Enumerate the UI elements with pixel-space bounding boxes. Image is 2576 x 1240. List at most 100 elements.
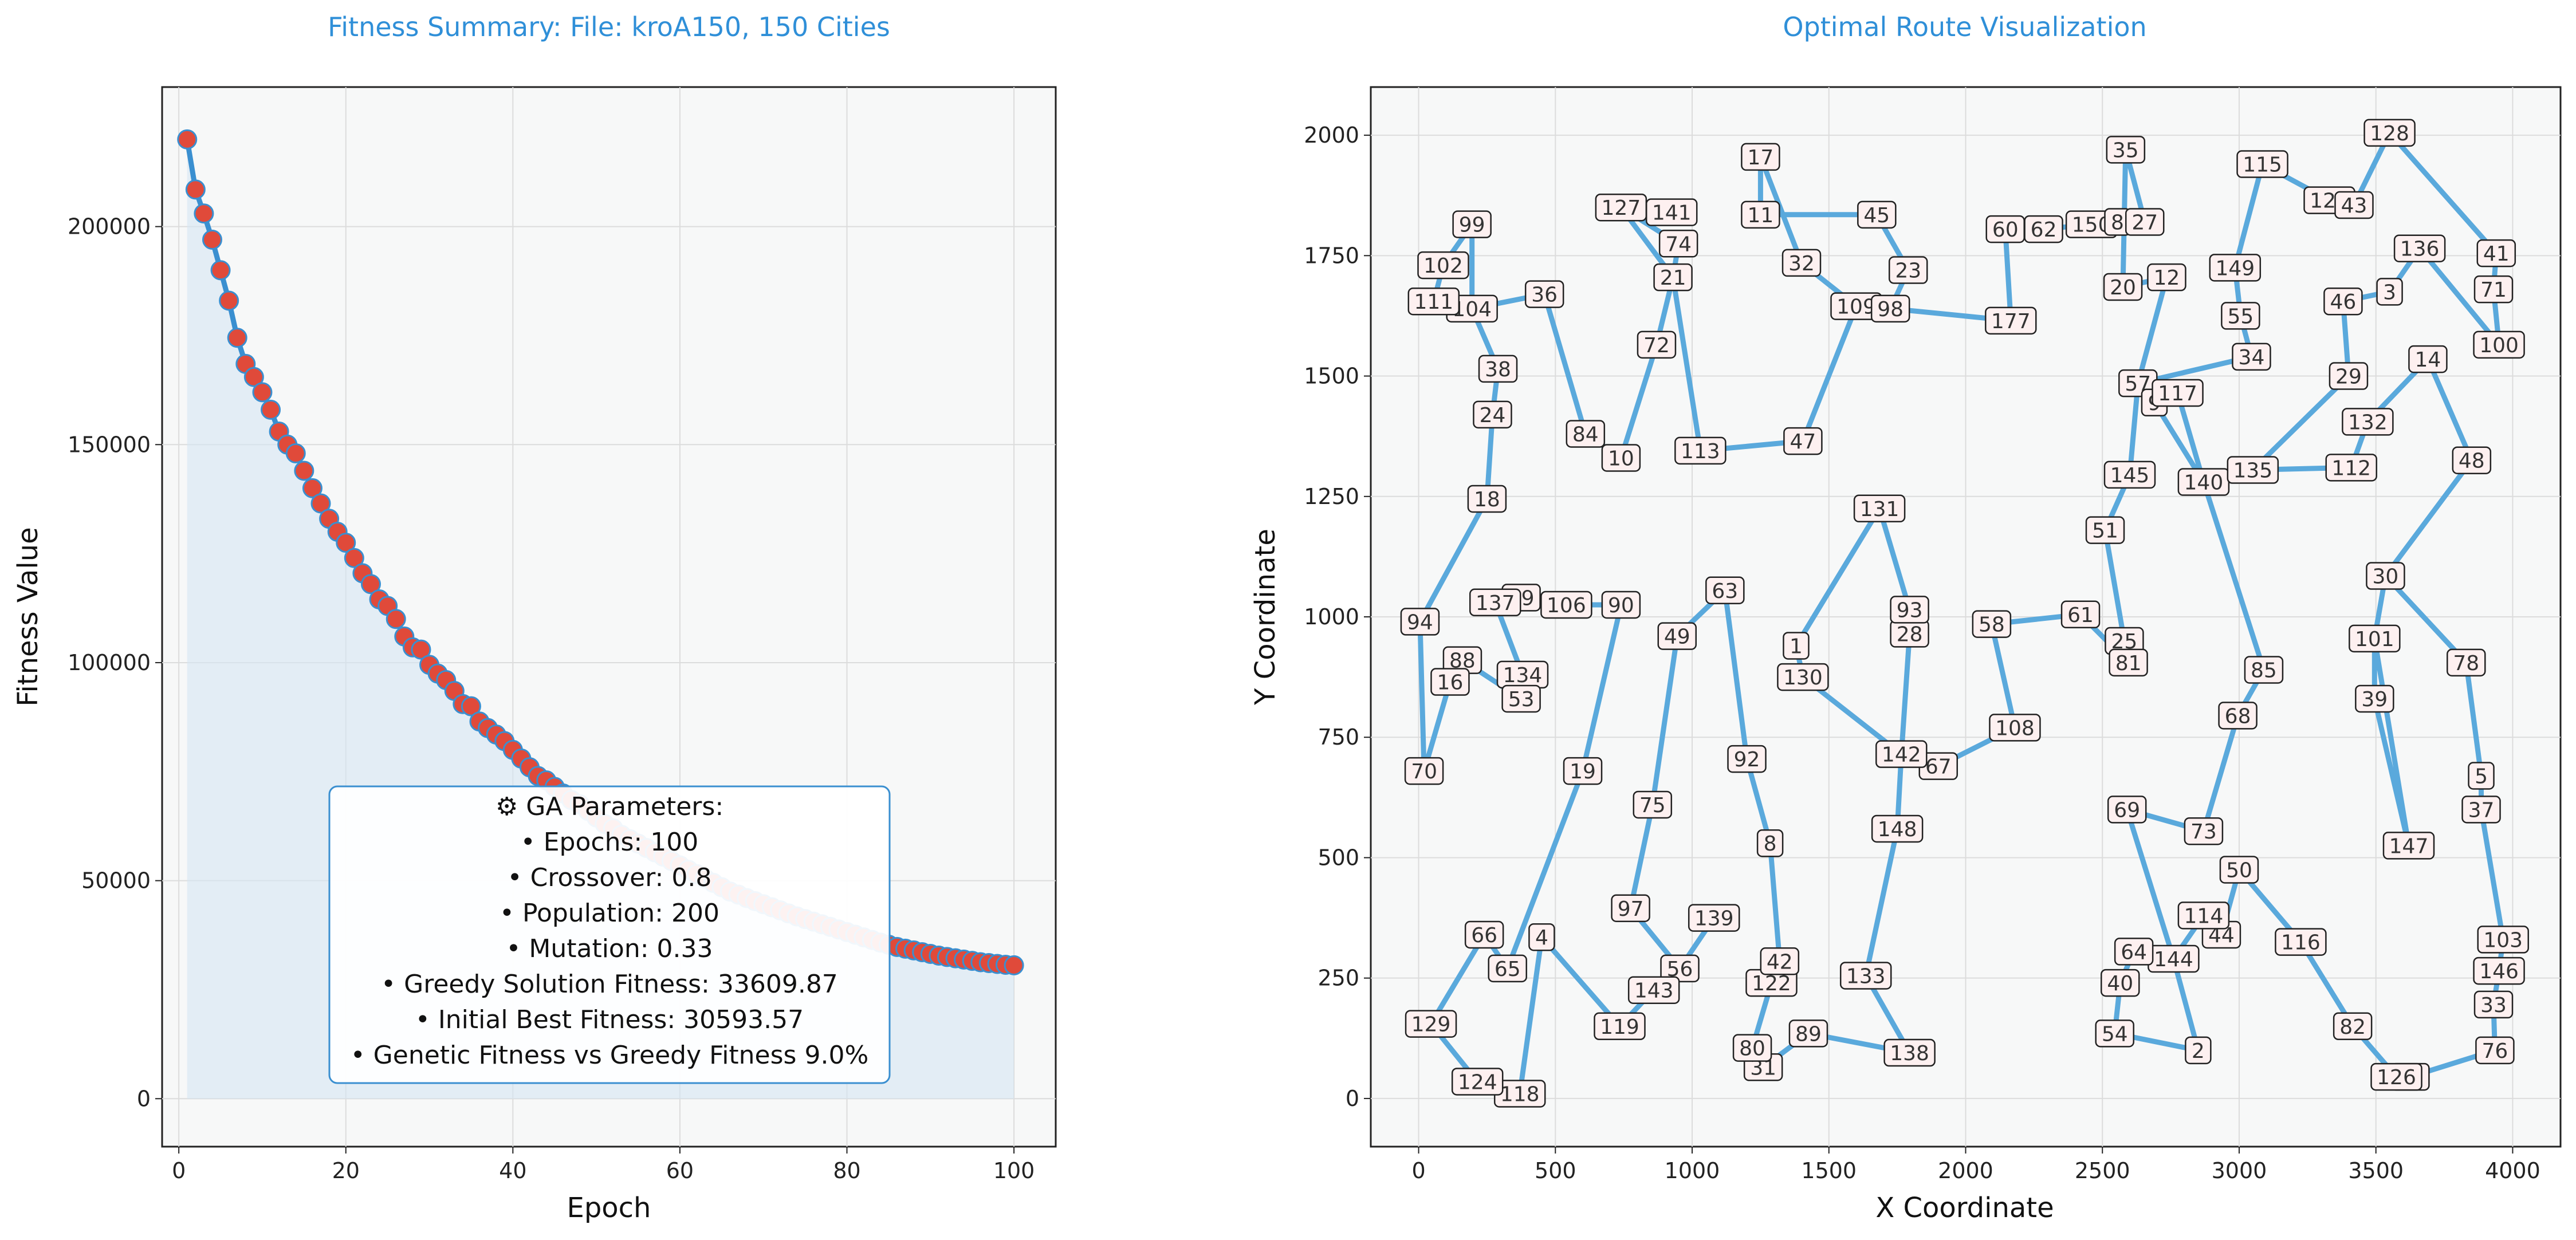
y-tick-label: 200000	[68, 214, 151, 239]
city-node-box	[1566, 420, 1606, 448]
data-point	[285, 443, 306, 464]
city-node-box	[1741, 143, 1780, 171]
city-node-box	[2103, 460, 2156, 489]
city-label: 106	[1547, 594, 1586, 617]
city-node: 144	[2148, 944, 2200, 973]
city-label: 61	[2067, 604, 2094, 627]
x-tick-label: 4000	[2485, 1158, 2540, 1183]
city-node-box	[2184, 817, 2224, 845]
city-label: 122	[1752, 972, 1791, 995]
city-label: 99	[1459, 214, 1485, 237]
city-label: 32	[1788, 252, 1815, 275]
city-label: 131	[1860, 498, 1899, 521]
city-node-box	[2349, 624, 2401, 653]
city-node-box	[1658, 230, 1698, 258]
params-line: • Initial Best Fitness: 30593.57	[415, 1005, 804, 1034]
params-line: ⚙ GA Parameters:	[495, 792, 723, 821]
y-tick-label: 250	[1318, 966, 1359, 991]
x-tick-label: 60	[666, 1158, 694, 1183]
city-node-box	[2342, 408, 2394, 436]
city-node: 124	[1451, 1068, 1504, 1096]
city-label: 116	[2281, 931, 2321, 955]
city-node: 109	[1830, 292, 1882, 320]
city-label: 43	[2341, 194, 2367, 218]
city-node: 111	[1407, 287, 1460, 316]
y-tick-label: 750	[1318, 725, 1359, 750]
city-label: 47	[1790, 430, 1816, 454]
city-node-box	[1688, 904, 1740, 932]
city-node-box	[1781, 249, 1822, 277]
city-label: 45	[1863, 204, 1890, 227]
city-node: 140	[2177, 468, 2230, 496]
city-node: 1	[1783, 632, 1810, 660]
city-node-box	[1488, 954, 1527, 983]
params-box: ⚙ GA Parameters: • Epochs: 100 • Crossov…	[328, 785, 891, 1084]
city-label: 68	[2225, 704, 2251, 728]
city-node: 46	[2323, 287, 2363, 316]
city-node-box	[2185, 1036, 2212, 1065]
city-label: 75	[1639, 794, 1666, 817]
city-label: 97	[1618, 897, 1644, 921]
city-node: 113	[1674, 436, 1726, 465]
city-node: 21	[1653, 263, 1693, 292]
x-tick-label: 1000	[1665, 1158, 1720, 1183]
city-node-box	[2114, 938, 2154, 966]
city-node: 14	[2408, 345, 2448, 373]
y-tick-label: 100000	[68, 650, 151, 675]
params-line: • Mutation: 0.33	[506, 934, 713, 963]
city-node-box	[2209, 254, 2262, 282]
city-node: 40	[2101, 969, 2140, 997]
city-label: 42	[1767, 950, 1793, 974]
fitness-chart: 0 20 40 60 80 100 0 50000 100000 150000 200000 Fit…	[12, 11, 1057, 1224]
city-node-box	[2323, 287, 2363, 316]
city-node: 82	[2333, 1012, 2373, 1041]
data-point	[411, 639, 431, 660]
city-node: 55	[2221, 302, 2260, 330]
city-node: 17	[1741, 143, 1780, 171]
city-node-box	[2363, 119, 2416, 147]
city-label: 81	[2115, 652, 2142, 675]
city-label: 119	[1600, 1015, 1639, 1039]
data-point	[360, 574, 381, 595]
city-label: 27	[2131, 211, 2158, 234]
city-label: 8	[2111, 211, 2124, 234]
data-point	[344, 548, 364, 568]
city-node: 47	[1783, 427, 1823, 455]
data-point	[252, 382, 273, 403]
city-node: 93	[1890, 596, 1929, 624]
city-node: 100	[2473, 330, 2525, 359]
city-label: 130	[1783, 666, 1823, 690]
city-label: 80	[1739, 1037, 1765, 1061]
city-node: 34	[2232, 343, 2271, 371]
city-label: 141	[1652, 202, 1692, 225]
city-node-box	[2382, 832, 2435, 860]
city-node: 28	[1890, 620, 1929, 648]
city-node: 62	[2024, 215, 2063, 243]
data-point	[336, 533, 356, 553]
city-label: 132	[2348, 411, 2388, 434]
x-tick-label: 0	[1411, 1158, 1425, 1183]
city-label: 78	[2453, 652, 2479, 675]
city-node-box	[2177, 902, 2230, 930]
city-node: 41	[2476, 239, 2516, 267]
city-label: 33	[2480, 994, 2507, 1017]
city-label: 133	[1846, 965, 1886, 988]
x-tick-label: 2500	[2075, 1158, 2130, 1183]
city-node-box	[2219, 856, 2259, 884]
y-tick-label: 2000	[1304, 123, 1359, 148]
city-label: 73	[2190, 820, 2217, 844]
city-node-box	[1451, 1068, 1504, 1096]
city-node-box	[1501, 684, 1541, 713]
city-label: 20	[2110, 276, 2136, 300]
city-node-box	[2473, 990, 2514, 1019]
city-node: 133	[1839, 962, 1892, 990]
city-label: 102	[1423, 254, 1463, 278]
city-node: 69	[2107, 796, 2147, 824]
fitness-ylabel: Fitness Value	[12, 527, 44, 706]
city-label: 1	[1790, 635, 1803, 658]
route-xlabel: X Coordinate	[1875, 1192, 2054, 1224]
city-node-box	[2125, 208, 2165, 236]
x-tick-label: 100	[993, 1158, 1035, 1183]
city-node: 11	[1741, 200, 1780, 229]
